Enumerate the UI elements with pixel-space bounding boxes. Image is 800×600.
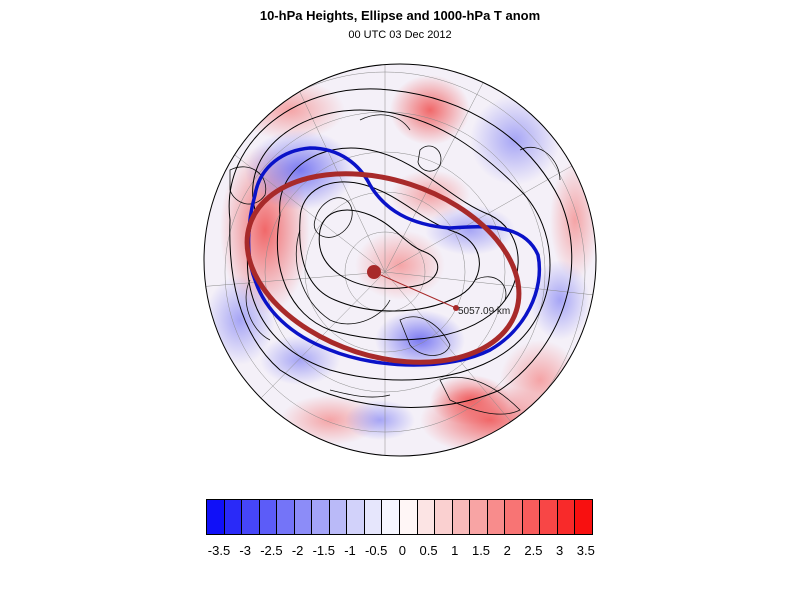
chart-subtitle: 00 UTC 03 Dec 2012 [348, 29, 452, 41]
colorbar-box [452, 500, 471, 534]
colorbar-box [522, 500, 541, 534]
colorbar-tick-label: -3.5 [207, 543, 231, 558]
distance-line [373, 271, 457, 309]
chart-title: 10-hPa Heights, Ellipse and 1000-hPa T a… [259, 8, 541, 23]
colorbar-tick-label: -1.5 [312, 543, 335, 558]
coastlines [229, 114, 561, 415]
colorbar-tick-label: 3.5 [576, 543, 595, 558]
colorbar-tick-label: -3 [239, 543, 251, 558]
colorbar-box [277, 500, 295, 534]
colorbar-box [329, 500, 348, 534]
colorbar-labels: -3.5 -3 -2.5 -2 -1.5 -1 -0.5 0 0.5 1 1.5 2 2.5 3 3.5 [0, 543, 800, 563]
fitted-ellipse [244, 171, 522, 365]
temperature-anomaly-field [204, 64, 596, 456]
colorbar-tick-label: -2.5 [260, 543, 283, 558]
colorbar-tick-label: 2.5 [524, 543, 543, 558]
colorbar-box [400, 500, 418, 534]
colorbar-box [312, 500, 330, 534]
colorbar-box [540, 500, 558, 534]
colorbar-tick-label: -2 [291, 543, 304, 558]
colorbar-tick-label: 1.5 [471, 543, 491, 558]
colorbar-box [294, 500, 313, 534]
colorbar-tick-label: 1 [451, 543, 459, 558]
colorbar-box [505, 500, 523, 534]
colorbar-box [347, 500, 365, 534]
colorbar-box [417, 500, 436, 534]
map-border [203, 63, 597, 457]
distance-label: 5057.09 km [458, 306, 510, 317]
colorbar-box [470, 500, 488, 534]
colorbar-box [207, 500, 225, 534]
colorbar-tick-label: 0.5 [419, 543, 438, 558]
colorbar-box [382, 500, 401, 534]
colorbar-box [487, 500, 506, 534]
distance-endpoint-marker [453, 305, 459, 311]
vortex-edge-contour [246, 146, 541, 367]
colorbar-box [242, 500, 260, 534]
colorbar-tick-label: 2 [503, 543, 511, 558]
colorbar-box [259, 500, 278, 534]
colorbar-tick-label: 3 [555, 543, 564, 558]
colorbar-box [224, 500, 243, 534]
colorbar-tick-label: -0.5 [364, 543, 388, 558]
colorbar-box [557, 500, 576, 534]
colorbar-tick-label: -1 [344, 543, 356, 558]
colorbar-box [435, 500, 453, 534]
colorbar-box [364, 500, 383, 534]
colorbar-tick-label: 0 [398, 543, 407, 558]
colorbar [206, 499, 593, 535]
colorbar-box [575, 500, 593, 534]
